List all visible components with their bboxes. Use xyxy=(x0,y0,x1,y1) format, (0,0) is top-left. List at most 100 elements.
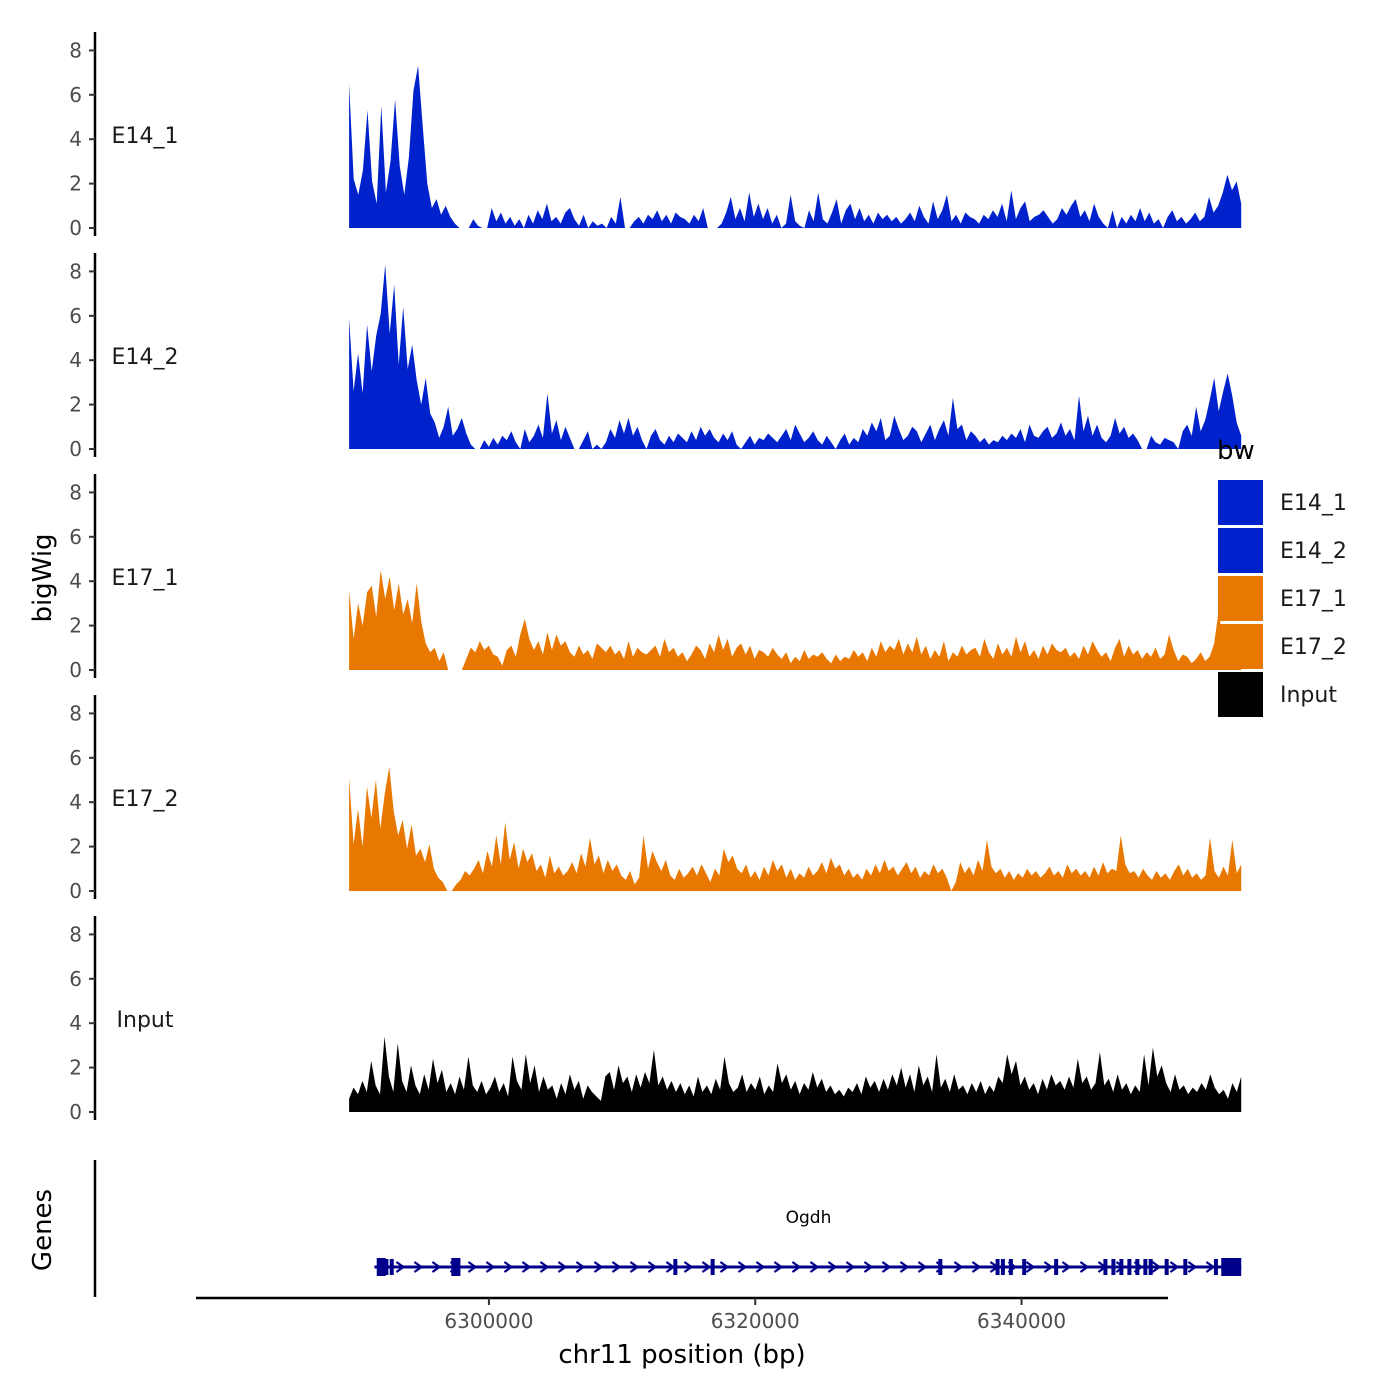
strand-arrow xyxy=(1169,1261,1180,1273)
gene-exon xyxy=(995,1259,1000,1275)
legend-label: E14_1 xyxy=(1280,491,1347,516)
strand-arrow xyxy=(1079,1261,1090,1273)
y-tick-label: 6 xyxy=(69,304,82,328)
gene-exon xyxy=(1135,1259,1140,1275)
track-label: E17_1 xyxy=(112,566,179,591)
y-tick-label: 6 xyxy=(69,83,82,107)
strand-arrow xyxy=(827,1261,838,1273)
strand-arrow xyxy=(809,1261,820,1273)
strand-arrow xyxy=(953,1261,964,1273)
coverage-area-E17_2 xyxy=(349,766,1242,891)
track-label: E14_1 xyxy=(112,124,179,149)
strand-arrow xyxy=(503,1261,514,1273)
gene-exon xyxy=(1164,1259,1169,1275)
gene-exon xyxy=(1000,1259,1005,1275)
coverage-area-E14_1 xyxy=(349,65,1242,229)
y-tick-label: 2 xyxy=(69,172,82,196)
y-tick-label: 0 xyxy=(69,437,82,461)
x-axis: 6300000 6320000 6340000 xyxy=(196,1296,1168,1333)
genes-axis-title: Genes xyxy=(28,1189,58,1271)
legend-swatch-E17_2 xyxy=(1218,624,1263,669)
gene-exon xyxy=(451,1258,461,1276)
strand-arrow xyxy=(413,1261,424,1273)
gene-exon xyxy=(389,1259,394,1275)
legend: bw E14_1 E14_2 E17_1 E17_2 Input xyxy=(1217,436,1347,717)
strand-arrow xyxy=(1151,1261,1162,1273)
strand-arrow xyxy=(755,1261,766,1273)
y-tick-label: 8 xyxy=(69,480,82,504)
y-tick-label: 4 xyxy=(69,348,82,372)
x-tick-label: 6340000 xyxy=(977,1309,1066,1333)
gene-exon xyxy=(1022,1259,1027,1275)
gene-label: Ogdh xyxy=(786,1208,832,1228)
y-tick-label: 6 xyxy=(69,967,82,991)
y-tick-label: 6 xyxy=(69,525,82,549)
gene-exon xyxy=(673,1259,678,1275)
strand-arrow xyxy=(611,1261,622,1273)
strand-arrow xyxy=(881,1261,892,1273)
track-E17_1: 0 2 4 6 8 E17_1 xyxy=(69,474,1242,682)
coverage-area-Input xyxy=(349,1036,1242,1112)
legend-swatch-E17_1 xyxy=(1218,576,1263,621)
x-axis-title: chr11 position (bp) xyxy=(558,1340,805,1370)
y-tick-label: 0 xyxy=(69,1100,82,1124)
gene-model xyxy=(374,1258,1242,1276)
strand-arrow xyxy=(845,1261,856,1273)
y-tick-label: 4 xyxy=(69,790,82,814)
bigwig-tracks: 0 2 4 6 8 E14_1 0 2 4 6 8 E14_2 0 2 4 6 8 E17_1 0 2 4 6 8 E17_2… xyxy=(69,32,1242,1124)
y-tick-label: 8 xyxy=(69,38,82,62)
legend-swatch-E14_1 xyxy=(1218,480,1263,525)
y-tick-label: 4 xyxy=(69,569,82,593)
coverage-area-E14_2 xyxy=(349,264,1242,449)
strand-arrow xyxy=(521,1261,532,1273)
legend-swatch-E14_2 xyxy=(1218,528,1263,573)
track-label: Input xyxy=(117,1008,174,1033)
gene-exon xyxy=(1221,1258,1242,1276)
strand-arrow xyxy=(683,1261,694,1273)
gene-exon xyxy=(1127,1259,1132,1275)
strand-arrow xyxy=(701,1261,712,1273)
legend-label: E17_2 xyxy=(1280,635,1347,660)
track-E14_2: 0 2 4 6 8 E14_2 xyxy=(69,253,1242,461)
y-tick-label: 2 xyxy=(69,1056,82,1080)
gene-exon xyxy=(710,1259,715,1275)
strand-arrow xyxy=(863,1261,874,1273)
y-tick-label: 4 xyxy=(69,1011,82,1035)
strand-arrow xyxy=(629,1261,640,1273)
legend-label: E14_2 xyxy=(1280,539,1347,564)
y-tick-label: 8 xyxy=(69,922,82,946)
gene-exon xyxy=(1008,1259,1013,1275)
y-tick-label: 8 xyxy=(69,701,82,725)
legend-label: E17_1 xyxy=(1280,587,1347,612)
gene-exon xyxy=(376,1258,386,1276)
track-E14_1: 0 2 4 6 8 E14_1 xyxy=(69,32,1242,240)
y-tick-label: 2 xyxy=(69,393,82,417)
gene-exon xyxy=(938,1259,943,1275)
strand-arrow xyxy=(1205,1261,1216,1273)
gene-exon xyxy=(384,1259,389,1275)
legend-label: Input xyxy=(1280,683,1337,708)
x-tick-label: 6300000 xyxy=(444,1309,533,1333)
strand-arrow xyxy=(737,1261,748,1273)
strand-arrow xyxy=(899,1261,910,1273)
x-tick-label: 6320000 xyxy=(711,1309,800,1333)
strand-arrow xyxy=(1025,1261,1036,1273)
strand-arrow xyxy=(467,1261,478,1273)
legend-swatch-Input xyxy=(1218,672,1263,717)
strand-arrow xyxy=(575,1261,586,1273)
strand-arrow xyxy=(539,1261,550,1273)
y-tick-label: 0 xyxy=(69,658,82,682)
strand-arrow xyxy=(719,1261,730,1273)
y-tick-label: 8 xyxy=(69,259,82,283)
strand-arrow xyxy=(791,1261,802,1273)
strand-arrow xyxy=(1061,1261,1072,1273)
track-Input: 0 2 4 6 8 Input xyxy=(69,916,1242,1124)
y-tick-label: 2 xyxy=(69,614,82,638)
gene-exon xyxy=(1183,1259,1188,1275)
y-tick-label: 4 xyxy=(69,127,82,151)
strand-arrow xyxy=(647,1261,658,1273)
strand-arrow xyxy=(773,1261,784,1273)
strand-arrow xyxy=(395,1261,406,1273)
y-tick-label: 2 xyxy=(69,835,82,859)
